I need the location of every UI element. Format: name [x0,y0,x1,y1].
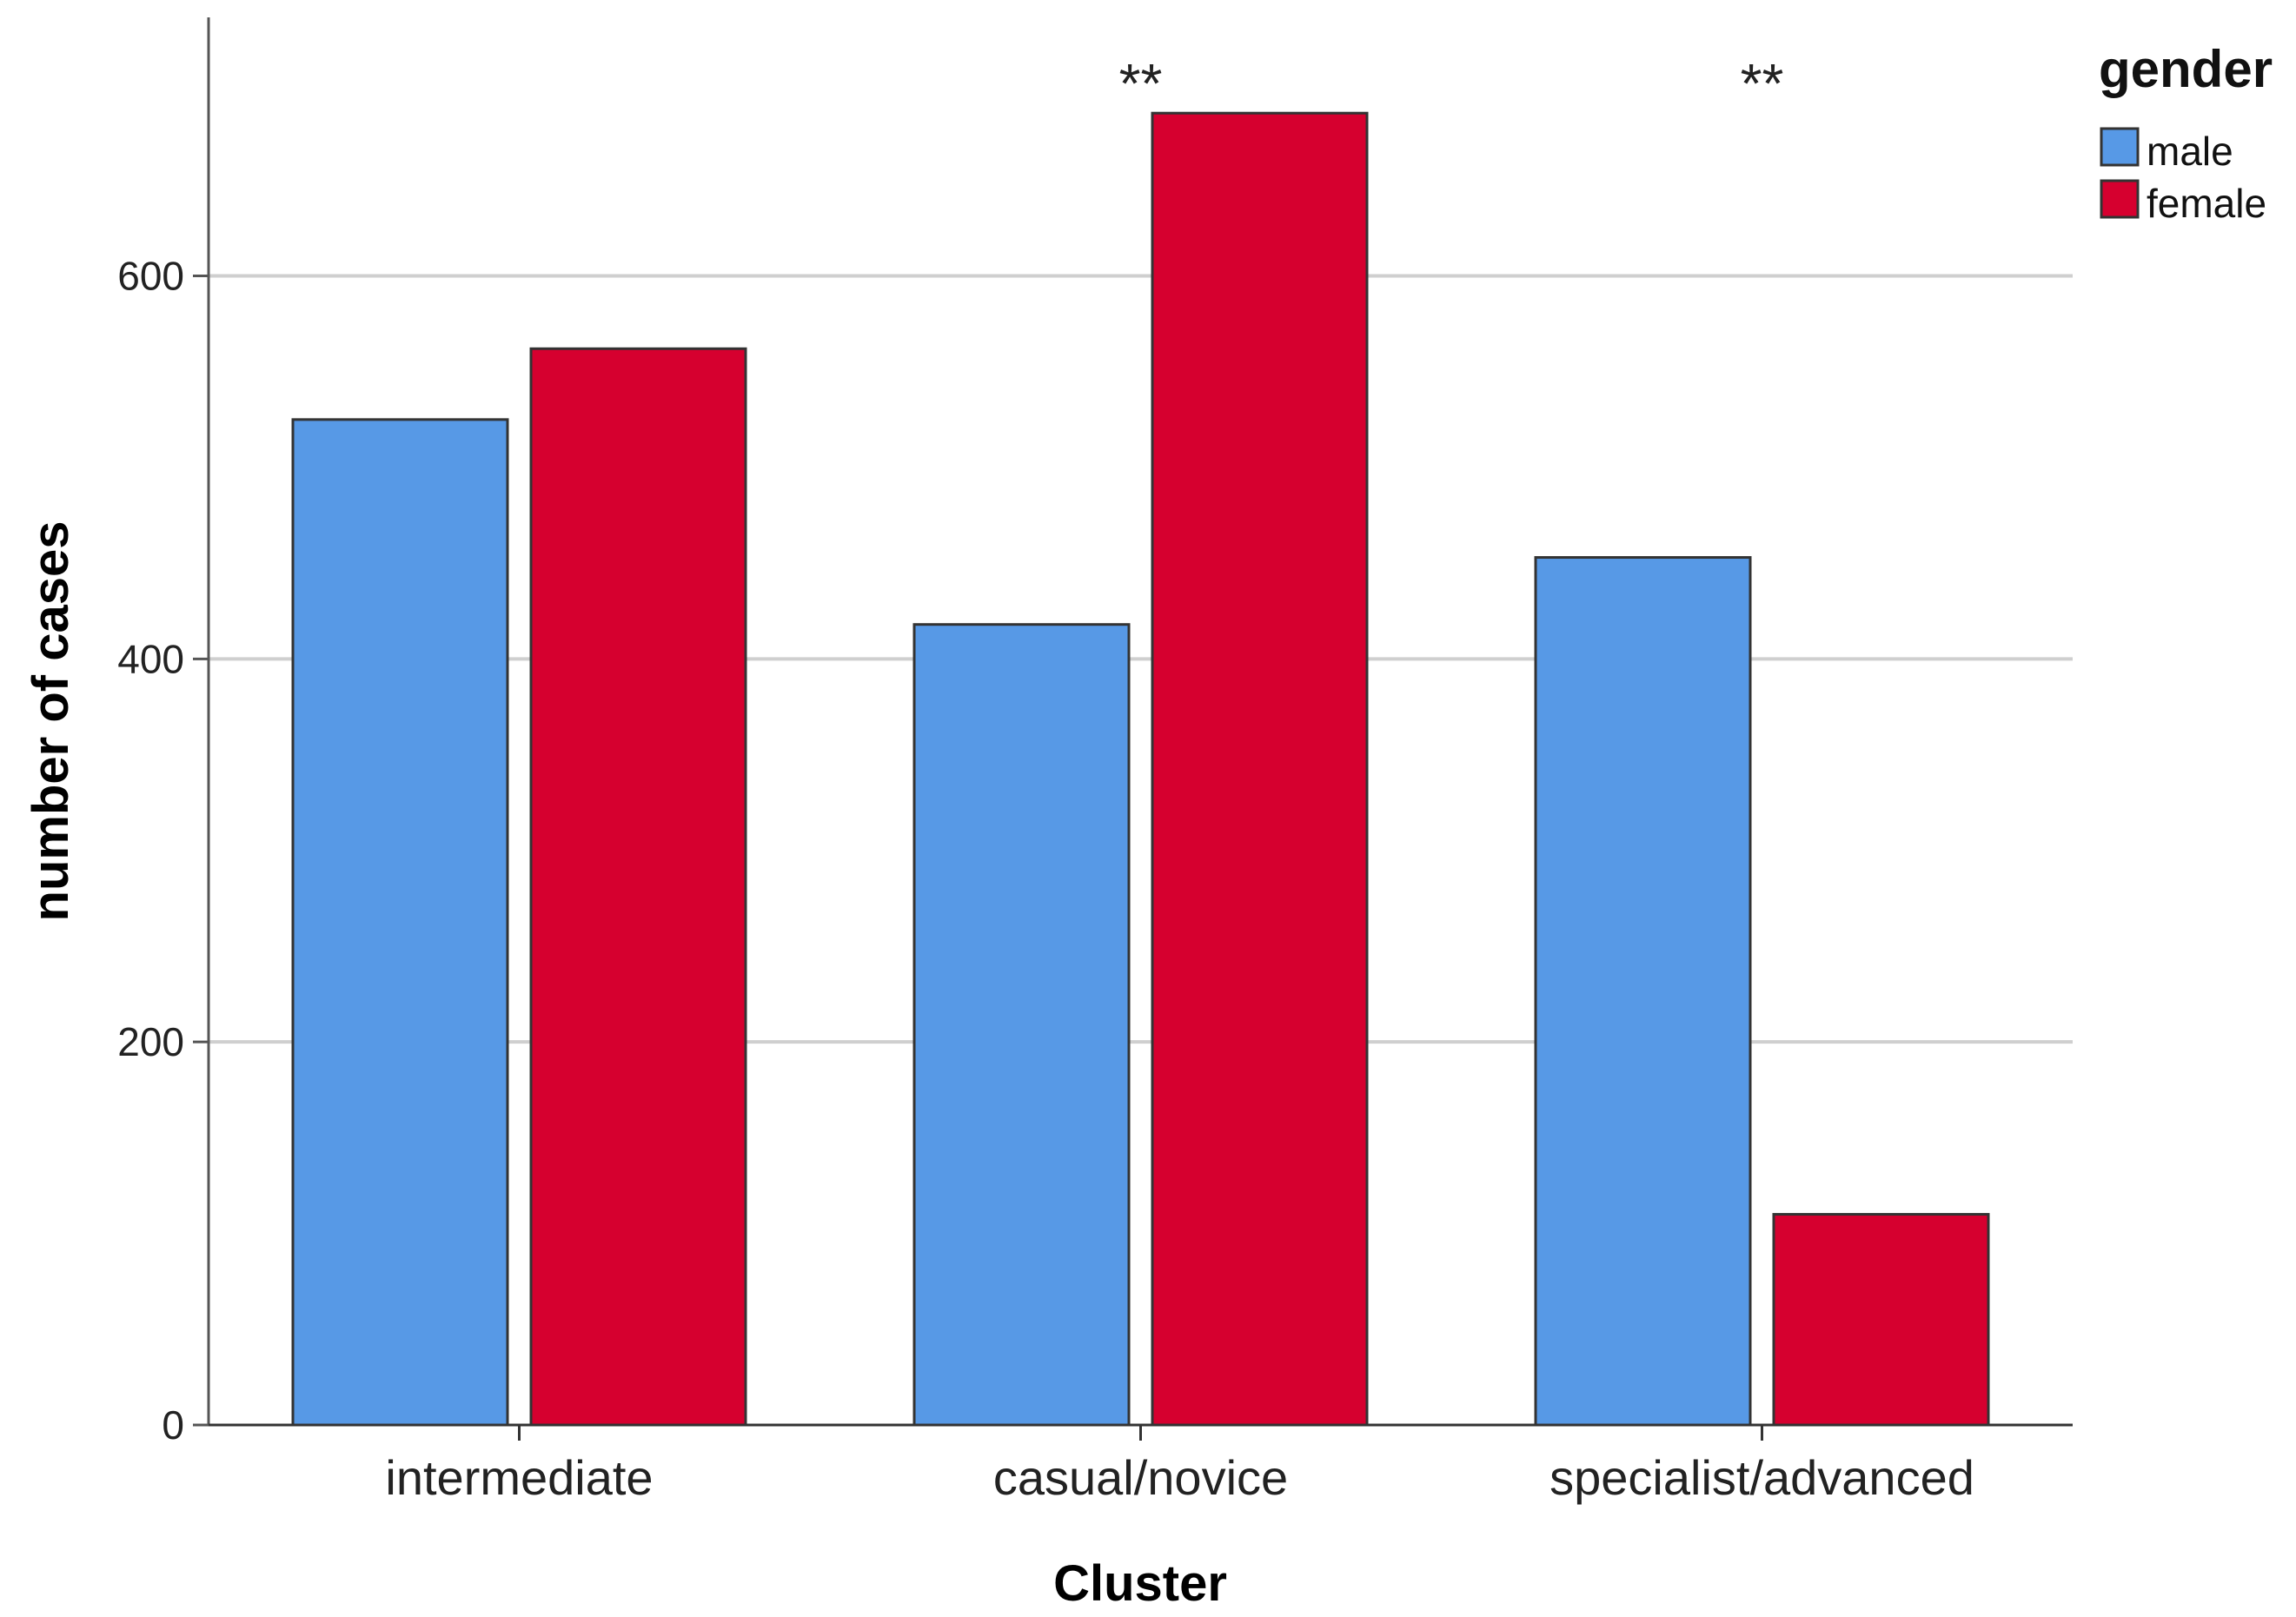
bar-male-2 [1534,556,1752,1427]
y-tick-label: 200 [117,1019,184,1064]
x-tick-label: intermediate [385,1450,653,1505]
bars [291,111,1990,1427]
bar-female-1 [1151,111,1369,1427]
legend-swatch-female [2100,179,2140,219]
bar-female-2 [1772,1213,1990,1427]
x-tick-label: specialist/advanced [1549,1450,1974,1505]
significance-label: ** [1119,52,1163,115]
legend: gender male female [2099,40,2273,226]
bar-male-0 [291,418,509,1427]
y-tick-label: 400 [117,636,184,681]
bar-male-1 [912,623,1131,1427]
gridlines [209,274,2073,1044]
y-tick-labels: 0 200 400 600 [117,254,209,1448]
y-tick-label: 0 [162,1402,184,1448]
x-tick-label: casual/novice [993,1450,1288,1505]
significance-annotations: ** ** [1119,52,1784,115]
legend-swatch-male [2100,127,2140,167]
x-tick-labels: intermediate casual/novice specialist/adva… [385,1425,1974,1505]
x-axis-title: Cluster [1053,1555,1227,1612]
legend-label-male: male [2147,129,2233,174]
y-tick-label: 600 [117,254,184,299]
bar-female-0 [529,347,747,1427]
y-axis-title: number of cases [23,521,79,922]
legend-label-female: female [2147,181,2266,226]
legend-title: gender [2099,40,2273,98]
significance-label: ** [1741,52,1784,115]
